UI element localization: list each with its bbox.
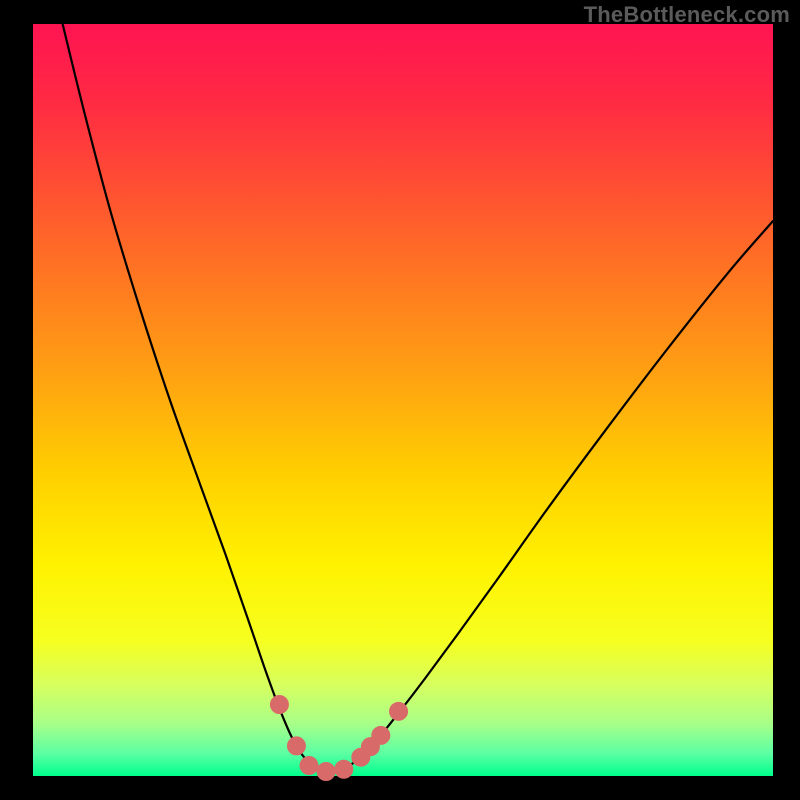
- chart-container: TheBottleneck.com: [0, 0, 800, 800]
- sample-point: [317, 762, 335, 780]
- sample-point: [300, 756, 318, 774]
- sample-point: [270, 696, 288, 714]
- sample-point: [390, 702, 408, 720]
- sample-point: [335, 760, 353, 778]
- bottleneck-chart-svg: [0, 0, 800, 800]
- watermark-text: TheBottleneck.com: [584, 2, 790, 28]
- plot-background: [33, 24, 773, 776]
- sample-point: [372, 726, 390, 744]
- sample-point: [287, 737, 305, 755]
